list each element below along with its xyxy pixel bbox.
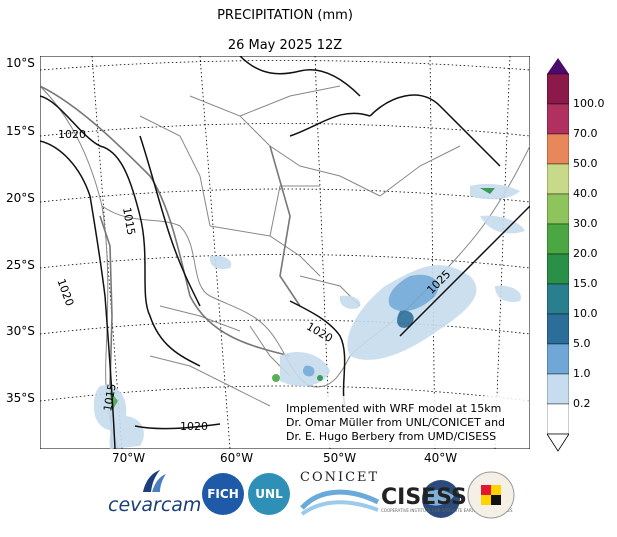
lat-label-15s: 15°S xyxy=(6,124,35,138)
cisess-logo-text: CISESS xyxy=(381,485,467,510)
colorbar-segment xyxy=(547,223,569,255)
isobar-label: 1015 xyxy=(101,383,119,413)
colorbar-segment xyxy=(547,403,569,435)
lat-label-35s: 35°S xyxy=(6,391,35,405)
attribution-line-2: Dr. Omar Müller from UNL/CONICET and xyxy=(286,416,505,429)
colorbar-tick-label: 1.0 xyxy=(573,367,591,380)
colorbar-segments xyxy=(547,73,569,435)
colorbar-bottom-arrow xyxy=(547,433,569,452)
lon-label-60w: 60°W xyxy=(220,451,254,465)
cisess-logo-subtitle: COOPERATIVE INSTITUTE FOR SATELLITE EART… xyxy=(381,508,513,513)
map-title: PRECIPITATION (mm) xyxy=(217,8,353,23)
isobars xyxy=(40,56,530,449)
colorbar-segment xyxy=(547,283,569,315)
attribution-line-3: Dr. E. Hugo Berbery from UMD/CISESS xyxy=(286,430,496,443)
precipitation-map: Implemented with WRF model at 15km Dr. O… xyxy=(40,56,530,449)
isobar-label: 1020 xyxy=(58,128,86,141)
colorbar-tick-label: 50.0 xyxy=(573,157,598,170)
fich-logo: FICH xyxy=(202,473,244,515)
lon-label-50w: 50°W xyxy=(323,451,357,465)
colorbar-segment xyxy=(547,343,569,375)
colorbar-segment xyxy=(547,133,569,165)
unl-logo: UNL xyxy=(248,473,290,515)
colorbar-tick-label: 100.0 xyxy=(573,97,605,110)
colorbar-tick-label: 10.0 xyxy=(573,307,598,320)
colorbar-segment xyxy=(547,253,569,285)
isobar-label: 1020 xyxy=(180,420,208,433)
country-borders xyxy=(40,85,301,449)
colorbar xyxy=(547,58,569,452)
precipitation-shading xyxy=(93,183,525,449)
colorbar-tick-label: 15.0 xyxy=(573,277,598,290)
lon-label-40w: 40°W xyxy=(424,451,458,465)
colorbar-tick-label: 40.0 xyxy=(573,187,598,200)
colorbar-tick-label: 0.2 xyxy=(573,397,591,410)
colorbar-segment xyxy=(547,73,569,105)
lat-label-25s: 25°S xyxy=(6,258,35,272)
lat-label-30s: 30°S xyxy=(6,324,35,338)
cevarcam-logo-text: cevarcam xyxy=(108,494,202,516)
conicet-logo-icon xyxy=(300,489,380,516)
colorbar-tick-label: 30.0 xyxy=(573,217,598,230)
map-subtitle: 26 May 2025 12Z xyxy=(227,38,343,53)
colorbar-segment xyxy=(547,373,569,405)
colorbar-tick-label: 70.0 xyxy=(573,127,598,140)
colorbar-top-arrow xyxy=(547,58,569,74)
colorbar-segment xyxy=(547,193,569,225)
lat-label-10s: 10°S xyxy=(6,56,35,70)
colorbar-segment xyxy=(547,163,569,195)
colorbar-segment xyxy=(547,313,569,345)
attribution-line-1: Implemented with WRF model at 15km xyxy=(286,402,501,415)
lat-label-20s: 20°S xyxy=(6,191,35,205)
lon-label-70w: 70°W xyxy=(112,451,146,465)
isobar-label: 1015 xyxy=(120,206,138,236)
conicet-logo-text: CONICET xyxy=(300,470,380,485)
umd-seal-icon xyxy=(467,471,515,519)
colorbar-tick-label: 20.0 xyxy=(573,247,598,260)
cisess-globe-icon xyxy=(422,480,460,518)
colorbar-tick-label: 5.0 xyxy=(573,337,591,350)
cevarcam-logo-icon xyxy=(143,470,166,492)
colorbar-segment xyxy=(547,103,569,135)
